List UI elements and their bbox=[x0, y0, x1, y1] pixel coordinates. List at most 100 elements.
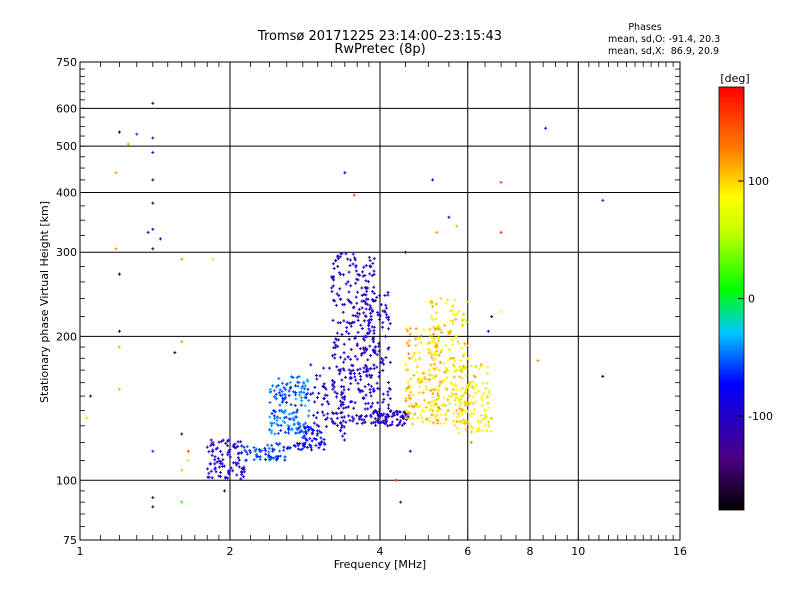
data-point bbox=[299, 403, 303, 407]
data-point bbox=[418, 337, 422, 341]
data-point bbox=[354, 264, 358, 268]
data-point bbox=[286, 423, 290, 427]
data-point bbox=[252, 458, 256, 462]
data-point bbox=[418, 378, 422, 382]
data-point bbox=[403, 411, 407, 415]
data-point bbox=[469, 364, 473, 368]
data-point bbox=[237, 458, 241, 462]
data-point bbox=[360, 421, 364, 425]
data-point bbox=[458, 403, 462, 407]
data-point bbox=[371, 401, 375, 405]
data-point bbox=[276, 443, 280, 447]
data-point bbox=[312, 437, 316, 441]
data-point bbox=[349, 321, 353, 325]
data-point bbox=[315, 429, 319, 433]
data-point bbox=[376, 417, 380, 421]
data-point bbox=[435, 366, 439, 370]
data-point bbox=[322, 397, 326, 401]
data-point bbox=[456, 426, 460, 430]
data-point bbox=[279, 429, 283, 433]
data-point bbox=[371, 411, 375, 415]
data-point bbox=[458, 407, 462, 411]
data-point bbox=[304, 432, 308, 436]
data-point bbox=[378, 411, 382, 415]
data-point bbox=[351, 364, 355, 368]
data-point bbox=[435, 413, 439, 417]
data-point bbox=[220, 453, 224, 457]
data-point bbox=[376, 313, 380, 317]
data-point bbox=[282, 386, 286, 390]
data-point bbox=[444, 411, 448, 415]
data-point bbox=[444, 386, 448, 390]
x-tick-label: 1 bbox=[77, 545, 84, 558]
data-point bbox=[342, 368, 346, 372]
data-point bbox=[268, 428, 271, 432]
data-point bbox=[416, 336, 420, 340]
data-point bbox=[306, 391, 310, 395]
data-point bbox=[374, 423, 378, 427]
data-point bbox=[351, 252, 355, 256]
data-point bbox=[336, 321, 340, 325]
data-point bbox=[397, 421, 401, 425]
data-point bbox=[360, 351, 364, 355]
data-point bbox=[372, 291, 376, 295]
data-point bbox=[482, 417, 486, 421]
data-point bbox=[331, 284, 335, 288]
data-point bbox=[464, 388, 468, 392]
data-point bbox=[314, 416, 318, 420]
y-tick-label: 100 bbox=[56, 474, 77, 487]
data-point bbox=[370, 308, 374, 312]
data-point bbox=[462, 312, 466, 316]
data-point bbox=[207, 471, 211, 475]
data-point bbox=[126, 142, 130, 146]
data-point bbox=[355, 413, 359, 417]
data-point bbox=[422, 328, 426, 332]
data-point bbox=[255, 455, 259, 459]
data-point bbox=[213, 462, 217, 466]
data-point bbox=[347, 331, 351, 335]
data-point bbox=[342, 438, 346, 442]
data-point bbox=[378, 314, 382, 318]
data-point bbox=[473, 374, 477, 378]
data-point bbox=[336, 264, 340, 268]
data-point bbox=[211, 440, 215, 444]
data-point bbox=[333, 422, 337, 426]
data-point bbox=[364, 402, 368, 406]
data-point bbox=[485, 395, 489, 399]
data-point bbox=[471, 426, 475, 430]
data-point bbox=[384, 356, 388, 360]
data-point bbox=[298, 424, 302, 428]
data-point bbox=[406, 329, 410, 333]
data-point bbox=[415, 371, 419, 375]
data-point bbox=[420, 416, 424, 420]
data-point bbox=[465, 386, 469, 390]
data-point bbox=[399, 500, 403, 504]
data-point bbox=[453, 298, 457, 302]
data-point bbox=[284, 388, 288, 392]
data-point bbox=[446, 358, 450, 362]
data-point bbox=[281, 398, 285, 402]
data-point bbox=[452, 411, 456, 415]
data-point bbox=[360, 306, 364, 310]
data-point bbox=[322, 366, 326, 370]
data-point bbox=[489, 429, 493, 433]
data-point bbox=[395, 409, 399, 413]
data-point bbox=[480, 393, 484, 397]
data-point bbox=[434, 402, 438, 406]
data-point bbox=[239, 440, 243, 444]
data-point bbox=[332, 278, 336, 282]
data-point bbox=[358, 312, 362, 316]
data-point bbox=[339, 355, 343, 359]
data-point bbox=[366, 358, 370, 362]
data-point bbox=[379, 303, 383, 307]
data-point bbox=[296, 431, 300, 435]
data-point bbox=[207, 450, 211, 454]
data-point bbox=[243, 448, 247, 452]
data-point bbox=[460, 401, 464, 405]
data-point bbox=[271, 384, 275, 388]
data-point bbox=[304, 396, 308, 400]
data-point bbox=[350, 415, 354, 419]
data-point bbox=[418, 385, 422, 389]
x-tick-label: 10 bbox=[571, 545, 585, 558]
data-point bbox=[297, 375, 301, 379]
